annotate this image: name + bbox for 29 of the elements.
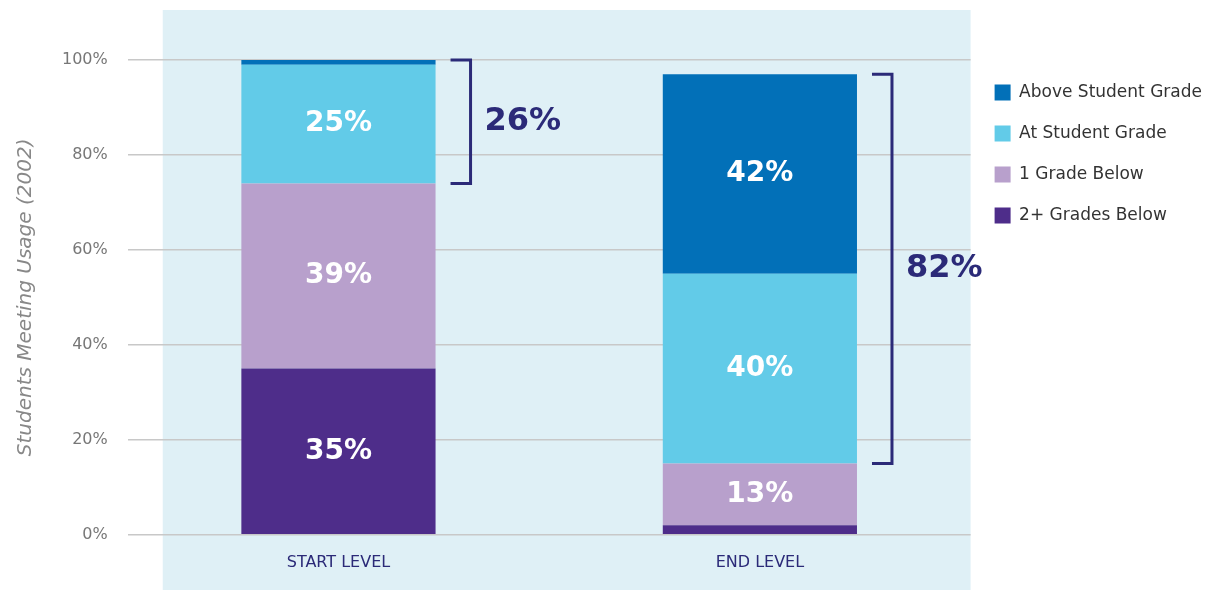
bar bbox=[241, 183, 436, 369]
data-label: 39% bbox=[304, 257, 372, 291]
legend-label: 2+ Grades Below bbox=[1019, 203, 1167, 224]
bar bbox=[662, 273, 857, 464]
bar bbox=[241, 64, 436, 184]
data-label: 13% bbox=[726, 475, 794, 509]
annotation: 82% bbox=[905, 247, 983, 286]
y-tick-label: 20% bbox=[72, 429, 108, 448]
data-label: 25% bbox=[304, 105, 372, 139]
bar bbox=[662, 463, 857, 526]
data-label: 42% bbox=[726, 155, 794, 189]
legend-label: At Student Grade bbox=[1019, 121, 1167, 142]
legend-label: Above Student Grade bbox=[1019, 80, 1203, 101]
y-tick-label: 60% bbox=[72, 239, 108, 259]
annotation: 26% bbox=[484, 100, 562, 139]
y-axis-title: Students Meeting Usage (2002) bbox=[12, 138, 37, 457]
data-label: 40% bbox=[726, 349, 794, 383]
y-tick-label: 0% bbox=[82, 523, 108, 543]
y-tick-label: 100% bbox=[61, 49, 108, 69]
bar bbox=[662, 74, 857, 274]
x-tick-label: END LEVEL bbox=[715, 551, 805, 571]
x-tick-label: START LEVEL bbox=[286, 551, 391, 571]
legend-label: 1 Grade Below bbox=[1019, 162, 1144, 183]
bar bbox=[241, 368, 436, 535]
y-tick-label: 40% bbox=[72, 334, 108, 354]
data-label: 35% bbox=[304, 432, 372, 466]
bar bbox=[241, 60, 436, 65]
y-tick-label: 80% bbox=[72, 144, 108, 164]
bar bbox=[662, 525, 857, 535]
